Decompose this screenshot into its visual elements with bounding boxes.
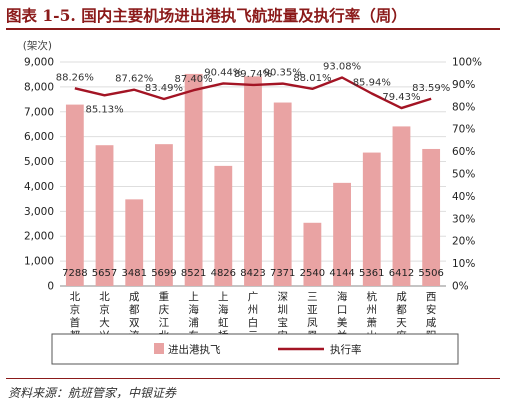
right-tick-label: 50% bbox=[452, 169, 475, 181]
right-axis: 0% 10% 20% 30% 40% 50% 60% 70% 80% 90% 100% bbox=[452, 57, 482, 293]
bar bbox=[184, 73, 203, 286]
bar-value-label: 5361 bbox=[359, 268, 384, 279]
rate-line bbox=[74, 76, 432, 110]
legend-box bbox=[51, 333, 459, 365]
rate-value-label: 89.74% bbox=[234, 69, 272, 80]
rate-value-label: 83.49% bbox=[145, 83, 183, 94]
right-tick-label: 80% bbox=[452, 101, 475, 113]
legend-bar-label: 进出港执飞 bbox=[168, 343, 221, 356]
rate-value-label: 90.44% bbox=[204, 67, 242, 78]
bar-value-labels: 7288 5657 3481 5699 8521 4826 8423 7371 2540 4144… bbox=[62, 268, 444, 279]
bar-value-label: 5506 bbox=[418, 268, 443, 279]
bar-value-label: 3481 bbox=[122, 268, 147, 279]
right-tick-label: 0% bbox=[452, 281, 469, 293]
title-divider bbox=[6, 28, 500, 30]
bar-value-label: 5657 bbox=[92, 268, 117, 279]
right-tick-label: 20% bbox=[452, 236, 475, 248]
rate-value-label: 93.08% bbox=[323, 62, 361, 73]
legend-line-label: 执行率 bbox=[330, 343, 362, 356]
bar bbox=[244, 76, 262, 286]
left-axis: 0 1,000 2,000 3,000 4,000 5,000 6,000 7,000 8,00… bbox=[23, 39, 54, 293]
source-note: 资料来源：航班管家，中银证券 bbox=[8, 386, 177, 400]
rate-value-label: 87.62% bbox=[115, 74, 153, 85]
rate-value-label: 87.40% bbox=[175, 74, 213, 85]
rate-value-label: 85.13% bbox=[85, 104, 123, 115]
left-tick-label: 1,000 bbox=[24, 256, 54, 268]
bar-value-label: 2540 bbox=[300, 268, 325, 279]
footer-divider bbox=[6, 378, 500, 379]
right-tick-label: 30% bbox=[452, 213, 475, 225]
right-tick-label: 60% bbox=[452, 146, 475, 158]
bar-value-label: 8423 bbox=[240, 268, 265, 279]
bar bbox=[422, 148, 441, 286]
bar-value-label: 7371 bbox=[270, 268, 295, 279]
right-tick-label: 40% bbox=[452, 191, 475, 203]
left-tick-label: 7,000 bbox=[24, 106, 54, 118]
chart-title: 图表 1-5. 国内主要机场进出港执飞航班量及执行率（周） bbox=[6, 6, 407, 25]
right-tick-label: 100% bbox=[452, 57, 482, 69]
left-tick-label: 5,000 bbox=[24, 156, 54, 168]
right-tick-label: 90% bbox=[452, 79, 475, 91]
bar bbox=[214, 165, 233, 286]
left-tick-label: 8,000 bbox=[24, 81, 54, 93]
bar-value-label: 7288 bbox=[62, 268, 87, 279]
rate-value-label: 88.01% bbox=[293, 73, 331, 84]
bar-value-label: 4826 bbox=[211, 268, 236, 279]
bar bbox=[155, 144, 173, 286]
rate-labels: 88.26% 85.13% 87.62%83.49%87.40%90.44%89.7… bbox=[56, 62, 450, 116]
left-tick-label: 2,000 bbox=[24, 231, 54, 243]
bar bbox=[125, 199, 144, 286]
bar-value-label: 4144 bbox=[329, 268, 354, 279]
combo-chart: 0 1,000 2,000 3,000 4,000 5,000 6,000 7,000 8,00… bbox=[23, 39, 482, 365]
rate-value-label: 83.59% bbox=[412, 83, 450, 94]
bar-value-label: 8521 bbox=[181, 268, 206, 279]
bar bbox=[392, 126, 411, 286]
left-tick-label: 4,000 bbox=[24, 181, 54, 193]
legend-bar-swatch bbox=[154, 343, 164, 354]
bar-value-label: 5699 bbox=[151, 268, 176, 279]
bar bbox=[95, 145, 114, 286]
rate-value-label: 85.94% bbox=[353, 77, 391, 88]
bar bbox=[303, 222, 322, 286]
rate-value-label: 90.35% bbox=[264, 68, 302, 79]
bar bbox=[65, 104, 84, 287]
left-tick-label: 9,000 bbox=[24, 57, 54, 69]
bar bbox=[273, 102, 292, 286]
left-tick-label: 3,000 bbox=[24, 206, 54, 218]
rate-value-label: 79.43% bbox=[382, 92, 420, 103]
right-tick-label: 70% bbox=[452, 124, 475, 136]
bar-value-label: 6412 bbox=[389, 268, 414, 279]
bars bbox=[65, 73, 441, 287]
bar bbox=[362, 152, 381, 286]
bar bbox=[333, 182, 351, 286]
rate-value-label: 88.26% bbox=[56, 72, 94, 83]
right-tick-label: 10% bbox=[452, 258, 475, 270]
legend: 进出港执飞 执行率 bbox=[51, 333, 459, 365]
left-axis-unit: (架次) bbox=[23, 39, 52, 52]
left-tick-label: 0 bbox=[47, 281, 54, 293]
left-tick-label: 6,000 bbox=[24, 131, 54, 143]
